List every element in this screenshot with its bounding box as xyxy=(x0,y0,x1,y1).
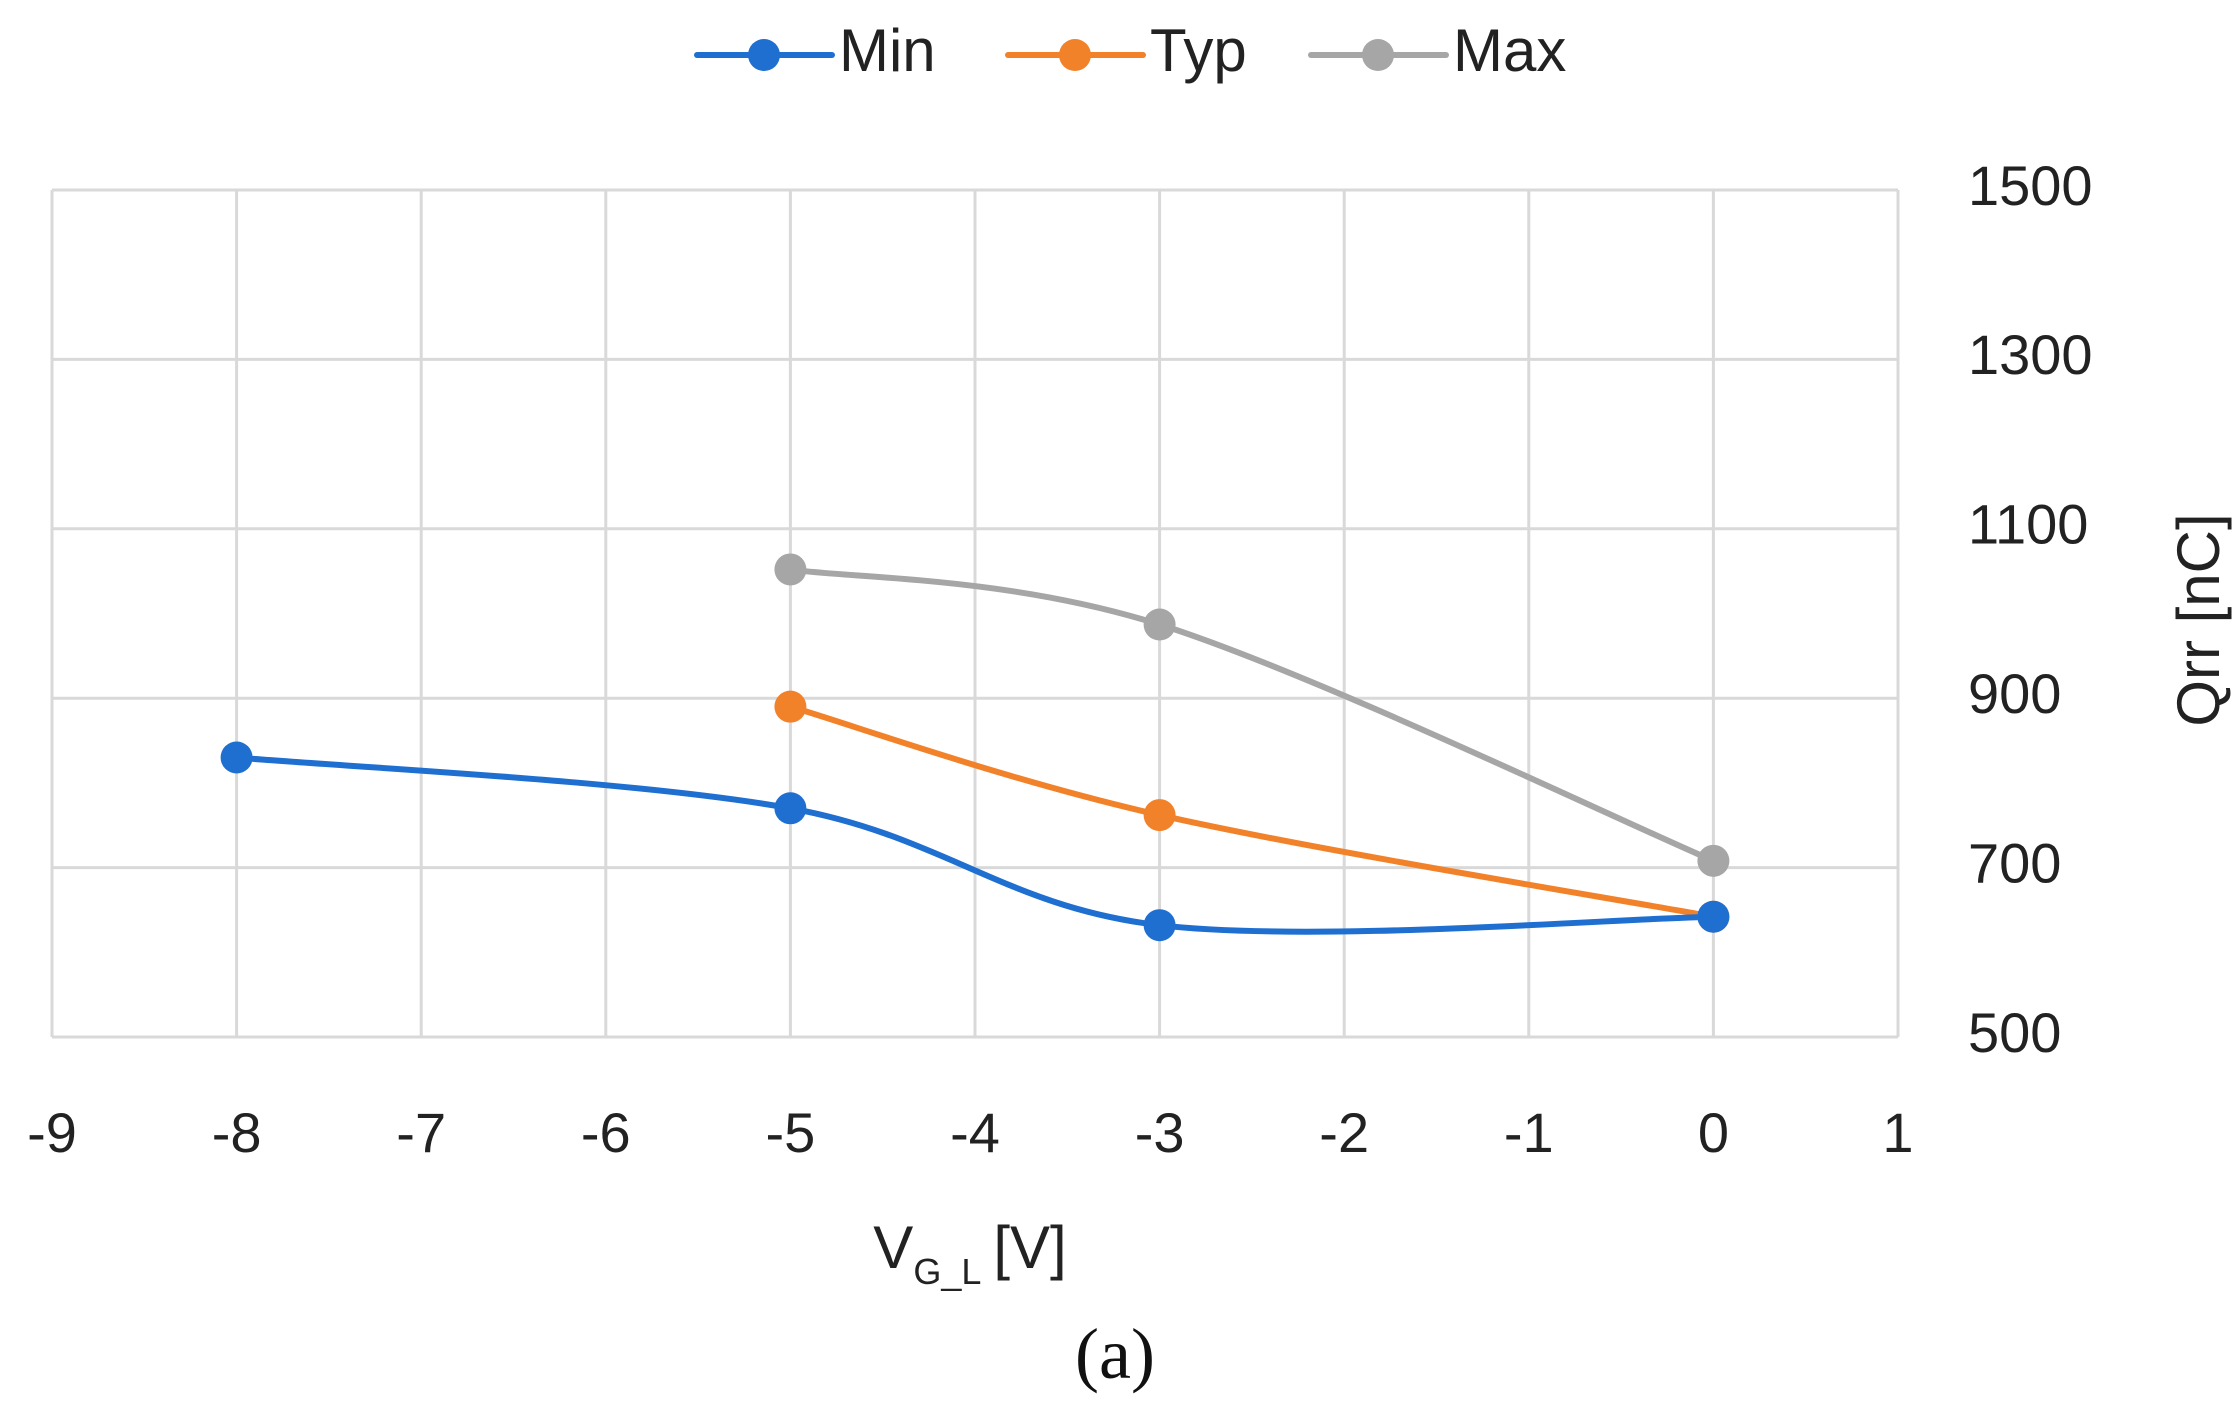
legend-item-typ: Typ xyxy=(1005,17,1247,84)
x-tick-label: -6 xyxy=(581,1101,631,1164)
x-tick-label: -8 xyxy=(212,1101,262,1164)
data-point-min xyxy=(220,741,253,774)
x-axis-ticks: -9 -8 -7 -6 -5 -4 -3 -2 -1 0 1 xyxy=(27,1101,1913,1164)
series-markers xyxy=(220,553,1730,942)
x-tick-label: -3 xyxy=(1135,1101,1185,1164)
data-point-min xyxy=(774,792,807,825)
x-tick-label: -9 xyxy=(27,1101,77,1164)
x-tick-label: -7 xyxy=(396,1101,446,1164)
data-point-max xyxy=(1143,608,1176,641)
y-tick-label: 900 xyxy=(1968,662,2061,725)
data-point-min xyxy=(1697,900,1730,933)
x-tick-label: 1 xyxy=(1882,1101,1913,1164)
legend-label-max: Max xyxy=(1453,17,1566,84)
series-line-typ xyxy=(787,703,1717,920)
data-point-typ xyxy=(1143,799,1176,832)
y-tick-label: 700 xyxy=(1968,831,2061,894)
legend-label-min: Min xyxy=(839,17,936,84)
data-point-min xyxy=(1143,909,1176,942)
legend: Min Typ Max xyxy=(694,17,1566,84)
legend-marker-min xyxy=(748,39,780,71)
x-tick-label: -4 xyxy=(950,1101,1000,1164)
y-tick-label: 500 xyxy=(1968,1001,2061,1064)
y-tick-label: 1100 xyxy=(1968,493,2088,556)
x-axis-title-subscript: G_L xyxy=(913,1251,981,1292)
legend-item-min: Min xyxy=(694,17,936,84)
y-axis-title: Qrr [nC] xyxy=(2165,513,2232,726)
y-tick-label: 1300 xyxy=(1968,323,2093,386)
x-axis-title-main: V xyxy=(873,1214,913,1281)
x-tick-label: -2 xyxy=(1319,1101,1369,1164)
y-tick-label: 1500 xyxy=(1968,154,2093,217)
x-axis-title: VG_L [V] xyxy=(873,1214,1066,1292)
series-lines xyxy=(233,566,1717,935)
legend-marker-max xyxy=(1362,39,1394,71)
legend-item-max: Max xyxy=(1308,17,1566,84)
series-line-max xyxy=(787,566,1717,864)
x-tick-label: -1 xyxy=(1504,1101,1554,1164)
y-axis-ticks: 500 700 900 1100 1300 1500 xyxy=(1968,154,2093,1064)
legend-marker-typ xyxy=(1059,39,1091,71)
figure-caption: (a) xyxy=(1075,1314,1155,1394)
x-axis-title-unit: [V] xyxy=(993,1214,1066,1281)
x-tick-label: -5 xyxy=(766,1101,816,1164)
data-point-typ xyxy=(774,690,807,723)
data-point-max xyxy=(1697,844,1730,877)
series-line-min xyxy=(233,754,1717,935)
legend-label-typ: Typ xyxy=(1150,17,1247,84)
data-point-max xyxy=(774,553,807,586)
x-tick-label: 0 xyxy=(1698,1101,1729,1164)
